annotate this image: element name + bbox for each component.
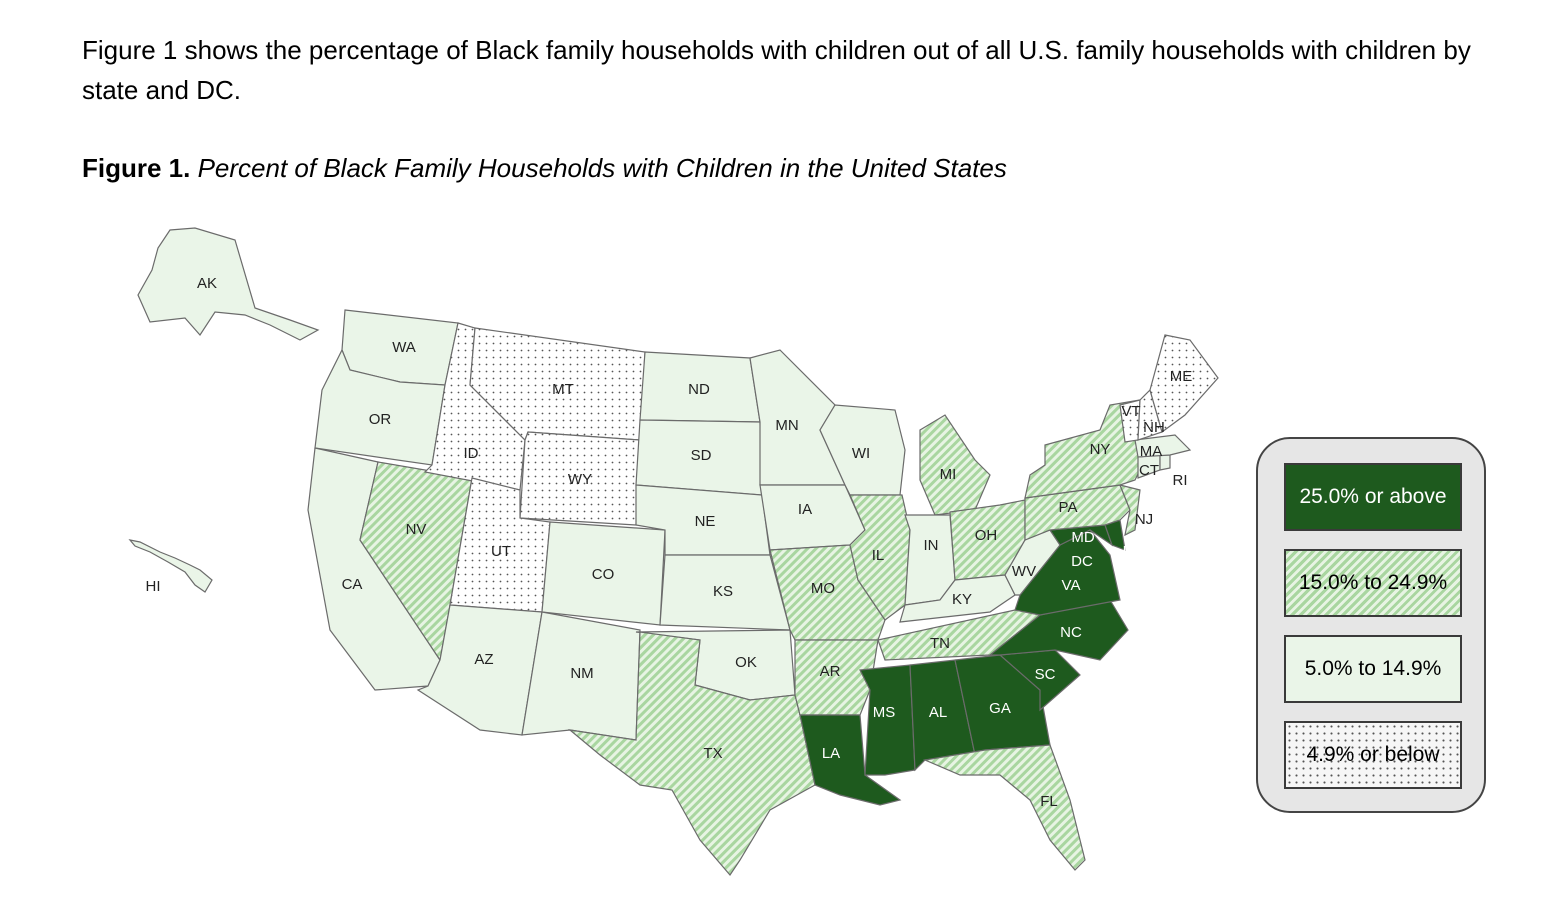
- state-label-wi: WI: [852, 445, 870, 462]
- state-ma: [1134, 434, 1192, 458]
- state-label-ny: NY: [1090, 441, 1111, 458]
- figure-title: Figure 1. Percent of Black Family Househ…: [82, 148, 1007, 188]
- figure-label: Figure 1.: [82, 153, 191, 183]
- state-label-il: IL: [872, 547, 885, 564]
- state-label-id: ID: [464, 445, 479, 462]
- state-label-va: VA: [1062, 577, 1081, 594]
- state-mi: [919, 414, 991, 516]
- state-label-nj: NJ: [1135, 511, 1153, 528]
- state-label-dc: DC: [1071, 553, 1093, 570]
- state-label-ca: CA: [342, 576, 363, 593]
- state-label-ar: AR: [820, 663, 841, 680]
- state-label-ak: AK: [197, 275, 217, 292]
- states-layer: [128, 227, 1219, 876]
- state-wi: [819, 404, 906, 496]
- legend-item-5-to-14: 5.0% to 14.9%: [1284, 635, 1462, 703]
- state-label-ct: CT: [1139, 462, 1159, 479]
- state-label-mn: MN: [775, 417, 798, 434]
- state-label-ri: RI: [1173, 472, 1188, 489]
- state-label-la: LA: [822, 745, 840, 762]
- state-wy: [519, 431, 641, 526]
- legend-item-25-plus: 25.0% or above: [1284, 463, 1462, 531]
- state-label-sd: SD: [691, 447, 712, 464]
- state-label-de: DE: [1123, 543, 1144, 560]
- state-label-mi: MI: [940, 466, 957, 483]
- state-label-ok: OK: [735, 654, 757, 671]
- state-label-pa: PA: [1059, 499, 1078, 516]
- state-label-ia: IA: [798, 501, 812, 518]
- state-label-co: CO: [592, 566, 615, 583]
- legend-item-15-to-24: 15.0% to 24.9%: [1284, 549, 1462, 617]
- legend-item-under-5: 4.9% or below: [1284, 721, 1462, 789]
- state-label-sc: SC: [1035, 666, 1056, 683]
- state-labels-layer: AK WA OR CA NV ID MT WY UT AZ CO NM ND SD NE KS OK TX MN IA…: [146, 275, 1193, 810]
- state-label-al: AL: [929, 704, 947, 721]
- state-label-ga: GA: [989, 700, 1011, 717]
- state-label-hi: HI: [146, 578, 161, 595]
- state-label-nc: NC: [1060, 624, 1082, 641]
- state-label-ks: KS: [713, 583, 733, 600]
- state-label-vt: VT: [1121, 403, 1140, 420]
- state-label-nd: ND: [688, 381, 710, 398]
- state-ak: [137, 227, 320, 341]
- state-label-wa: WA: [392, 339, 416, 356]
- state-me: [1149, 334, 1219, 433]
- state-label-wy: WY: [568, 471, 592, 488]
- state-label-ne: NE: [695, 513, 716, 530]
- state-label-ma: MA: [1140, 443, 1163, 460]
- state-label-tn: TN: [930, 635, 950, 652]
- state-hi: [128, 539, 213, 593]
- state-label-nm: NM: [570, 665, 593, 682]
- legend: 25.0% or above 15.0% to 24.9% 5.0% to 14…: [1256, 437, 1486, 813]
- state-nj: [1119, 484, 1141, 537]
- state-label-md: MD: [1071, 529, 1094, 546]
- state-fl: [922, 744, 1086, 871]
- state-label-ky: KY: [952, 591, 972, 608]
- state-label-tx: TX: [703, 745, 722, 762]
- intro-paragraph: Figure 1 shows the percentage of Black f…: [82, 35, 1471, 105]
- state-la: [799, 714, 902, 806]
- us-choropleth-map: AK WA OR CA NV ID MT WY UT AZ CO NM ND SD NE KS OK TX MN IA…: [128, 227, 1219, 876]
- state-label-nh: NH: [1143, 419, 1165, 436]
- state-label-in: IN: [924, 537, 939, 554]
- state-label-az: AZ: [474, 651, 493, 668]
- state-label-ut: UT: [491, 543, 511, 560]
- state-label-wv: WV: [1012, 563, 1036, 580]
- state-label-oh: OH: [975, 527, 998, 544]
- state-label-or: OR: [369, 411, 392, 428]
- state-label-fl: FL: [1040, 793, 1058, 810]
- state-label-me: ME: [1170, 368, 1193, 385]
- state-il: [849, 494, 911, 621]
- state-ny: [1024, 399, 1141, 499]
- state-label-mt: MT: [552, 381, 574, 398]
- figure-caption: Percent of Black Family Households with …: [197, 153, 1007, 183]
- state-label-mo: MO: [811, 580, 835, 597]
- state-label-nv: NV: [406, 521, 427, 538]
- state-label-ms: MS: [873, 704, 896, 721]
